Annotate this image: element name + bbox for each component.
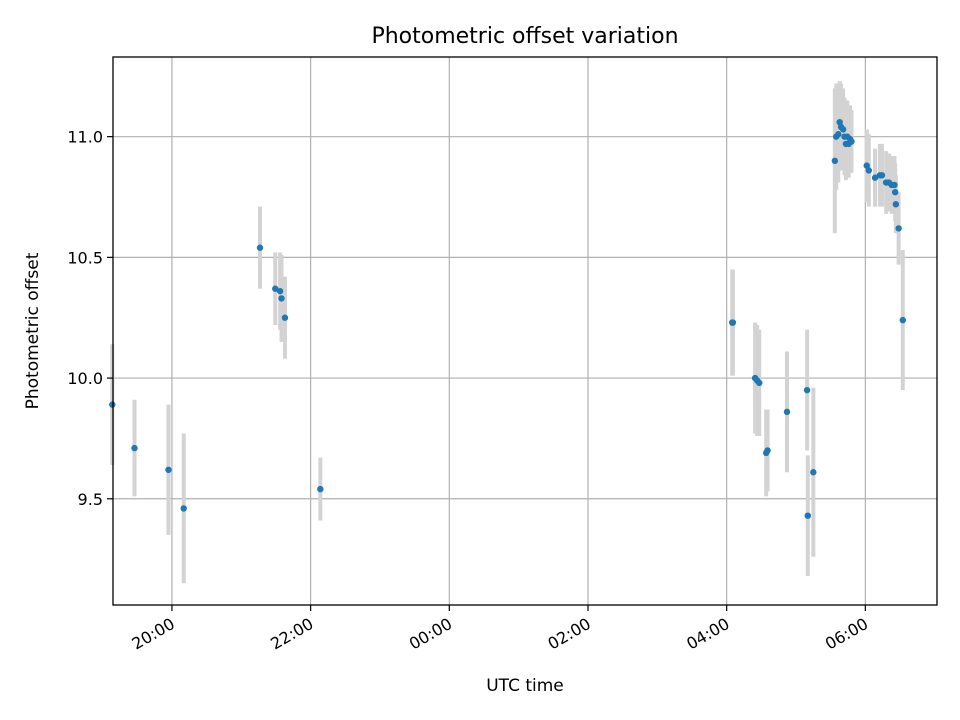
- data-point: [839, 126, 847, 133]
- data-point: [281, 314, 289, 321]
- y-tick-label: 9.5: [78, 490, 103, 509]
- data-point: [892, 201, 900, 208]
- data-point: [836, 118, 843, 126]
- data-point: [895, 225, 902, 232]
- data-point: [891, 188, 899, 196]
- x-tick-label: 00:00: [406, 614, 455, 654]
- x-tick-label: 06:00: [822, 614, 871, 654]
- data-point: [891, 181, 898, 189]
- x-tick-label: 22:00: [267, 614, 316, 654]
- x-tick-label: 04:00: [683, 614, 732, 654]
- data-point: [317, 485, 324, 493]
- data-point: [848, 138, 855, 145]
- chart-title: Photometric offset variation: [371, 24, 678, 49]
- y-tick-label: 10.5: [67, 248, 103, 267]
- data-point: [863, 162, 870, 169]
- data-point: [783, 408, 791, 416]
- tick-layer: 20:00 22:00 00:00 02:00 04:00 06:00 9.5 10.0 10.…: [67, 128, 871, 654]
- data-point: [899, 316, 906, 324]
- data-point: [865, 167, 873, 174]
- errorbar-layer: [110, 81, 905, 584]
- data-point: [871, 174, 879, 181]
- data-point: [276, 287, 284, 295]
- data-point: [109, 401, 116, 408]
- data-point: [803, 386, 811, 394]
- data-point: [180, 505, 187, 512]
- data-point: [804, 512, 811, 519]
- x-axis-label: UTC time: [486, 676, 564, 696]
- data-point: [764, 447, 771, 454]
- x-tick-label: 20:00: [129, 614, 178, 654]
- data-point: [256, 244, 264, 251]
- y-tick-label: 11.0: [67, 128, 103, 147]
- data-point: [835, 131, 842, 138]
- plot-frame: [112, 56, 938, 606]
- data-point: [756, 379, 763, 387]
- data-point: [810, 469, 817, 476]
- data-point: [831, 157, 839, 165]
- point-layer: [109, 118, 906, 519]
- y-tick-label: 10.0: [67, 369, 103, 388]
- data-point: [278, 295, 285, 302]
- data-point: [272, 285, 279, 292]
- data-point: [131, 444, 138, 452]
- data-point: [878, 172, 886, 179]
- data-point: [165, 466, 172, 474]
- data-point: [729, 319, 737, 326]
- y-axis-label: Photometric offset: [23, 252, 43, 409]
- x-tick-label: 02:00: [545, 614, 594, 654]
